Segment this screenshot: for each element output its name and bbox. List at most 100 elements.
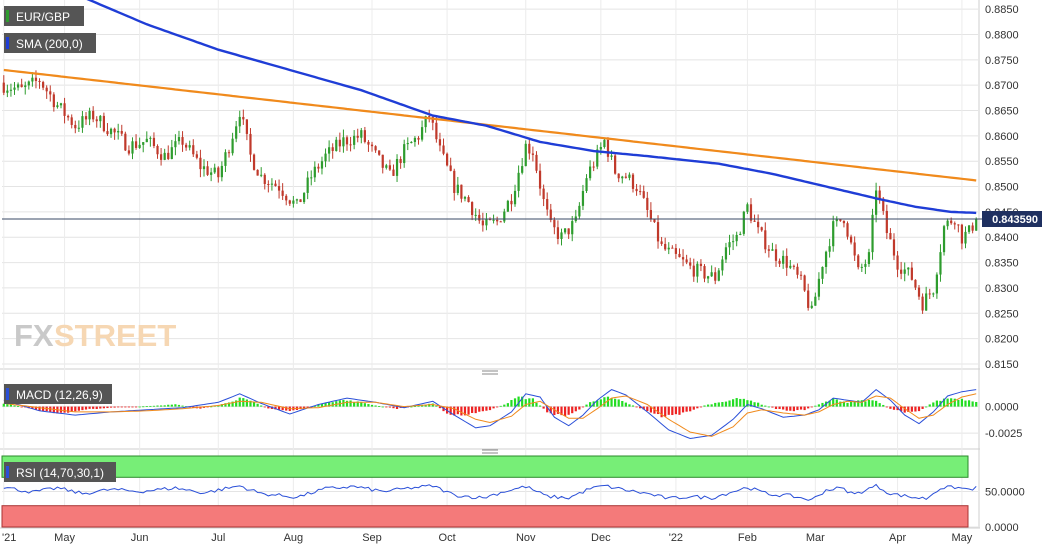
macd-histogram-bar [267, 406, 270, 409]
candle-body [363, 130, 366, 142]
x-axis-label: '21 [2, 532, 16, 544]
macd-histogram-bar [159, 405, 163, 407]
macd-histogram-bar [799, 406, 803, 410]
candle-body [832, 221, 835, 247]
legend-rsi[interactable]: RSI (14,70,30,1) [4, 462, 116, 482]
legend-sma[interactable]: SMA (200,0) [4, 33, 96, 53]
macd-histogram-bar [696, 406, 699, 409]
candle-body [474, 214, 477, 216]
candle-body [499, 221, 502, 223]
candle-body [378, 150, 381, 155]
trendline [3, 68, 977, 182]
macd-histogram-bar [95, 406, 98, 410]
macd-histogram-bar [252, 401, 256, 407]
candle-body [299, 199, 302, 203]
candle-body [549, 209, 552, 220]
macd-histogram-bar [242, 398, 245, 407]
macd-histogram-bar [167, 404, 170, 407]
candle-body [524, 143, 527, 167]
x-axis-label: Jun [131, 532, 149, 544]
macd-histogram-bar [964, 400, 967, 407]
macd-histogram-bar [807, 406, 810, 409]
candle-body [864, 263, 867, 267]
macd-histogram-bar [134, 406, 138, 408]
macd-histogram-bar [846, 402, 849, 407]
candle-body [188, 145, 191, 148]
candle-body [99, 115, 102, 122]
macd-histogram-bar [324, 402, 327, 407]
macd-histogram-bar [782, 406, 785, 410]
candle-body [231, 138, 234, 154]
candle-body [252, 154, 256, 170]
macd-signal-line [3, 393, 977, 437]
candle-body [181, 137, 184, 145]
x-axis-label: Nov [516, 532, 536, 544]
macd-histogram-bar [907, 406, 910, 412]
macd-histogram-bar [792, 406, 795, 412]
candle-body [313, 166, 316, 178]
candle-body [42, 82, 45, 88]
candle-body [424, 116, 427, 128]
macd-histogram-bar [127, 406, 131, 408]
macd-histogram-bar [478, 406, 481, 412]
macd-histogram-bar [724, 401, 728, 407]
macd-histogram-bar [49, 406, 52, 413]
candle-body [449, 165, 452, 171]
candle-body [478, 214, 481, 221]
legend-pair-swatch [6, 10, 9, 22]
macd-histogram-bar [481, 406, 484, 412]
macd-histogram-bar [596, 400, 599, 407]
candle-body [885, 210, 888, 234]
price-axis-label: 0.8600 [985, 131, 1019, 143]
candle-body [142, 142, 145, 145]
price-tag: 0.843590 [982, 211, 1042, 227]
legend-pair[interactable]: EUR/GBP [4, 6, 84, 26]
candle-body [77, 127, 80, 129]
macd-histogram-bar [453, 406, 456, 416]
macd-histogram-bar [882, 404, 885, 407]
candle-body [131, 141, 134, 154]
x-axis-label: Sep [362, 532, 382, 544]
candle-body [353, 135, 356, 145]
macd-histogram-bar [59, 406, 63, 413]
candle-body [456, 184, 459, 193]
candle-body [496, 219, 499, 222]
candle-body [210, 172, 213, 175]
macd-histogram-bar [717, 402, 720, 407]
macd-histogram-bar [849, 401, 853, 407]
candle-body [20, 84, 23, 88]
candle-body [438, 139, 442, 146]
macd-pane-resize-handle[interactable] [482, 370, 498, 375]
macd-histogram-bar [653, 406, 656, 414]
macd-histogram-bar [746, 400, 749, 407]
macd-histogram-bar [149, 405, 152, 407]
candle-body [731, 241, 735, 243]
macd-histogram-bar [142, 406, 145, 408]
candle-body [606, 139, 610, 157]
candle-body [538, 170, 542, 189]
x-axis-label: Oct [439, 532, 456, 544]
candle-body [842, 220, 846, 224]
macd-histogram-bar [842, 401, 846, 407]
candle-body [592, 166, 595, 168]
macd-histogram-bar [614, 398, 617, 407]
macd-histogram-bar [260, 405, 263, 407]
macd-histogram-bar [471, 406, 474, 413]
candle-body [177, 137, 181, 142]
candle-body [774, 249, 778, 261]
rsi-pane-resize-handle[interactable] [482, 449, 498, 454]
macd-histogram-bar [74, 406, 77, 412]
macd-histogram-bar [578, 406, 581, 410]
candle-body [345, 137, 349, 145]
macd-histogram-bar [496, 406, 499, 408]
legend-macd[interactable]: MACD (12,26,9) [4, 384, 112, 404]
legend-rsi-box [4, 462, 116, 482]
macd-histogram-bar [277, 406, 281, 410]
candle-body [714, 272, 717, 281]
macd-histogram-bar [378, 406, 381, 407]
macd-histogram-bar [681, 406, 685, 413]
macd-histogram-bar [120, 406, 123, 408]
macd-histogram-bar [914, 406, 917, 412]
candle-body [560, 232, 563, 239]
macd-histogram-bar [789, 406, 792, 411]
